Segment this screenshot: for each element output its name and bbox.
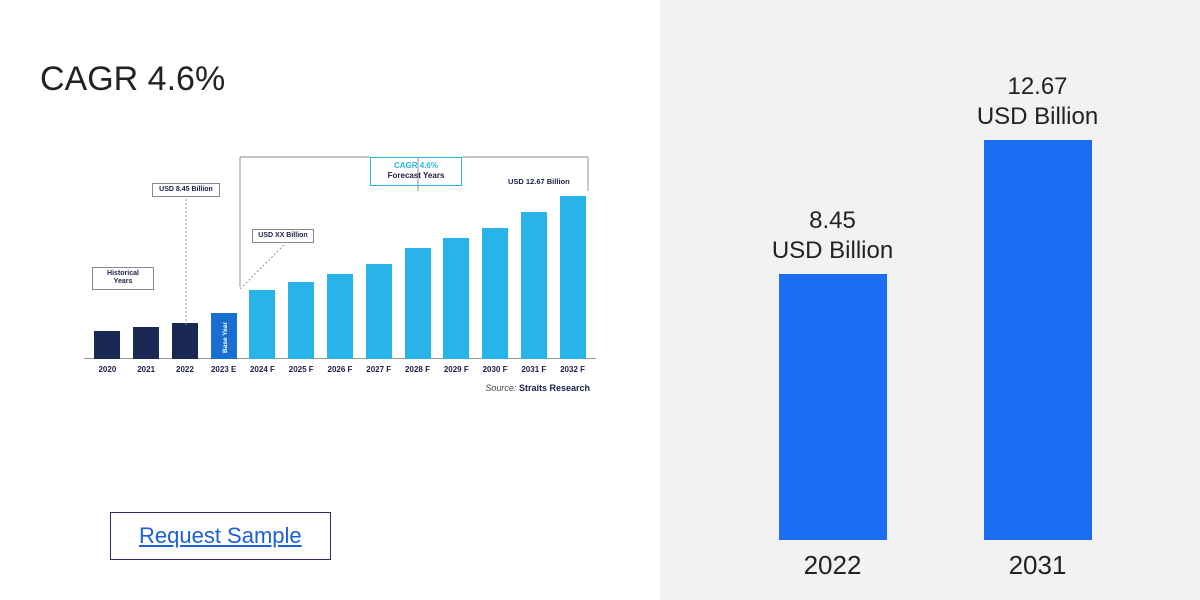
mini-bar-xlabel: 2027 F — [366, 365, 391, 374]
cagr-heading: CAGR 4.6% — [40, 60, 640, 99]
mini-bar — [133, 327, 159, 359]
mini-bar — [443, 238, 469, 359]
mini-bar-xlabel: 2028 F — [405, 365, 430, 374]
mini-bar — [560, 196, 586, 359]
mini-bar-col: 2027 F — [361, 264, 396, 359]
mini-bar-col: 2029 F — [439, 238, 474, 359]
mini-bar-col: 2026 F — [323, 274, 358, 359]
mini-bar-xlabel: 2025 F — [289, 365, 314, 374]
mini-bar-xlabel: 2022 — [176, 365, 194, 374]
mini-bar-xlabel: 2020 — [98, 365, 116, 374]
mini-bar-xlabel: 2021 — [137, 365, 155, 374]
usd-12-67-annotation: USD 12.67 Billion — [508, 177, 570, 186]
mini-bar-col: 2030 F — [478, 228, 513, 359]
historical-years-annotation: Historical Years — [92, 267, 154, 290]
big-bar-col: 12.67USD Billion2031 — [968, 140, 1108, 540]
mini-bar-col: 2028 F — [400, 248, 435, 359]
mini-bar-xlabel: 2024 F — [250, 365, 275, 374]
big-bar — [779, 274, 887, 541]
mini-bar-col: 2021 — [129, 327, 164, 359]
mini-bar — [172, 323, 198, 359]
mini-bar-xlabel: 2032 F — [560, 365, 585, 374]
mini-bar — [482, 228, 508, 359]
mini-bar-col: 2032 F — [555, 196, 590, 359]
mini-bar-xlabel: 2030 F — [483, 365, 508, 374]
mini-bar-xlabel: 2029 F — [444, 365, 469, 374]
mini-bar-col: 2022 — [168, 323, 203, 359]
mini-bar-xlabel: 2023 E — [211, 365, 236, 374]
right-panel: 8.45USD Billion202212.67USD Billion2031 — [660, 0, 1200, 600]
mini-bar — [366, 264, 392, 359]
mini-bar — [405, 248, 431, 359]
mini-bar-col: 2031 F — [516, 212, 551, 359]
source-credit: Source: Straits Research — [485, 383, 590, 393]
forecast-years-annotation: CAGR 4.6%Forecast Years — [370, 157, 462, 186]
mini-chart: 2020202120222023 EBase Year2024 F2025 F2… — [80, 139, 600, 399]
big-bar-value-label: 12.67USD Billion — [977, 72, 1098, 132]
mini-bar-col: 2020 — [90, 331, 125, 359]
usd-xx-annotation: USD XX Billion — [252, 229, 314, 243]
big-bar-value-label: 8.45USD Billion — [772, 206, 893, 266]
mini-bar — [288, 282, 314, 359]
mini-bar — [327, 274, 353, 359]
big-bar-category-label: 2031 — [1009, 550, 1067, 581]
mini-bar-xlabel: 2031 F — [521, 365, 546, 374]
mini-bar — [249, 290, 275, 359]
left-panel: CAGR 4.6% 2020202120222023 EBase Year202… — [0, 0, 660, 600]
mini-bar-xlabel: 2026 F — [328, 365, 353, 374]
big-bar-col: 8.45USD Billion2022 — [763, 274, 903, 541]
big-bar-chart: 8.45USD Billion202212.67USD Billion2031 — [660, 0, 1200, 600]
base-year-label: Base Year — [222, 322, 229, 353]
usd-8-45-annotation: USD 8.45 Billion — [152, 183, 220, 197]
mini-bar — [521, 212, 547, 359]
big-bar-category-label: 2022 — [804, 550, 862, 581]
request-sample-button[interactable]: Request Sample — [110, 512, 331, 560]
mini-bar-col: 2023 EBase Year — [206, 313, 241, 359]
mini-bar-col: 2024 F — [245, 290, 280, 359]
big-bar — [984, 140, 1092, 540]
mini-bar-col: 2025 F — [284, 282, 319, 359]
mini-bar — [94, 331, 120, 359]
